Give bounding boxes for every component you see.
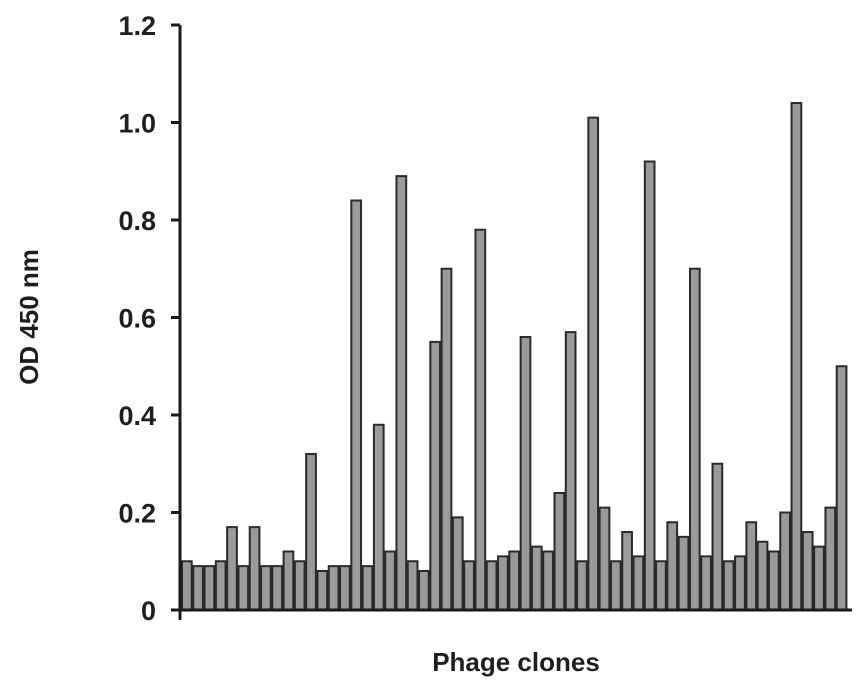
bar — [643, 160, 656, 611]
bar — [508, 550, 521, 611]
bar — [677, 535, 690, 611]
bar — [463, 560, 475, 611]
bar — [553, 492, 566, 611]
y-tick-label: 0.8 — [118, 206, 156, 236]
bar — [260, 565, 272, 611]
bar — [474, 228, 487, 611]
bar — [226, 526, 238, 611]
x-axis-title: Phage clones — [432, 647, 600, 677]
y-axis-title: OD 450 nm — [14, 249, 44, 385]
bar — [756, 540, 769, 611]
bar — [203, 565, 216, 611]
bar — [632, 555, 645, 611]
bar — [519, 336, 532, 611]
bar — [293, 560, 306, 611]
bar — [542, 550, 554, 611]
bar — [497, 555, 509, 611]
bar — [248, 526, 261, 611]
bar — [530, 545, 543, 611]
bar — [305, 453, 317, 611]
bar — [440, 267, 453, 611]
bar — [418, 570, 430, 611]
bar — [316, 570, 329, 611]
bars-group — [181, 102, 848, 611]
bar — [451, 516, 464, 611]
y-tick-label: 0.2 — [118, 499, 156, 529]
bar — [429, 340, 442, 611]
bar — [790, 102, 803, 611]
bar — [214, 560, 227, 611]
y-tick-label: 1.0 — [118, 109, 156, 139]
bar — [587, 116, 600, 611]
bar — [700, 555, 712, 611]
bar — [722, 560, 735, 611]
bar — [237, 565, 250, 611]
bar — [745, 521, 758, 611]
bar — [734, 555, 746, 611]
bar — [621, 531, 633, 611]
bar — [406, 560, 419, 611]
bar — [181, 560, 193, 611]
bar — [350, 199, 363, 611]
bar — [576, 560, 588, 611]
bar — [801, 531, 814, 611]
bar — [282, 550, 295, 611]
bar — [271, 565, 284, 611]
bar — [361, 565, 374, 611]
bar — [485, 560, 498, 611]
bar — [384, 550, 396, 611]
bar — [655, 560, 667, 611]
bar — [192, 565, 204, 611]
bar — [813, 545, 825, 611]
bar — [339, 565, 351, 611]
y-tick-label: 1.2 — [118, 11, 156, 41]
bar — [779, 511, 791, 611]
y-tick-label: 0.4 — [118, 401, 156, 431]
bar — [564, 331, 577, 611]
bar — [711, 462, 724, 611]
bar — [372, 423, 385, 611]
y-tick-label: 0.6 — [118, 304, 156, 334]
bar — [767, 550, 780, 611]
y-axis-ticks: 0 0.2 0.4 0.6 0.8 1.0 1.2 — [118, 11, 180, 626]
bar — [824, 506, 837, 611]
bar — [835, 365, 848, 611]
bar — [598, 506, 611, 611]
y-tick-label: 0 — [141, 596, 156, 626]
bar — [327, 565, 340, 611]
bar — [609, 560, 622, 611]
bar — [395, 175, 408, 611]
bar — [688, 267, 701, 611]
bar — [666, 521, 679, 611]
